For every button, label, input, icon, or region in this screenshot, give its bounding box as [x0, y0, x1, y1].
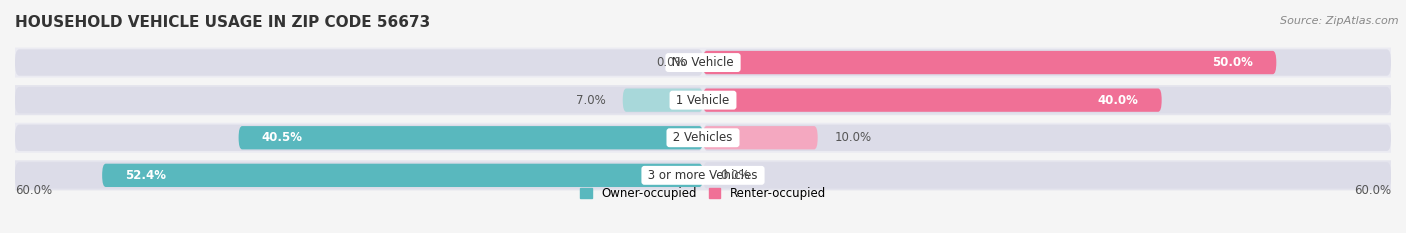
FancyBboxPatch shape — [15, 49, 703, 76]
Text: 0.0%: 0.0% — [657, 56, 686, 69]
Text: No Vehicle: No Vehicle — [668, 56, 738, 69]
FancyBboxPatch shape — [703, 125, 1391, 151]
Text: 60.0%: 60.0% — [15, 184, 52, 197]
Legend: Owner-occupied, Renter-occupied: Owner-occupied, Renter-occupied — [575, 182, 831, 205]
Text: 7.0%: 7.0% — [576, 94, 606, 107]
Text: 10.0%: 10.0% — [835, 131, 872, 144]
FancyBboxPatch shape — [15, 160, 1391, 190]
FancyBboxPatch shape — [703, 87, 1391, 113]
FancyBboxPatch shape — [15, 85, 1391, 115]
Text: 40.0%: 40.0% — [1098, 94, 1139, 107]
FancyBboxPatch shape — [15, 125, 703, 151]
FancyBboxPatch shape — [703, 162, 1391, 188]
FancyBboxPatch shape — [703, 49, 1391, 76]
Text: 52.4%: 52.4% — [125, 169, 166, 182]
Text: 0.0%: 0.0% — [720, 169, 749, 182]
FancyBboxPatch shape — [15, 162, 703, 188]
Text: 1 Vehicle: 1 Vehicle — [672, 94, 734, 107]
Text: 3 or more Vehicles: 3 or more Vehicles — [644, 169, 762, 182]
FancyBboxPatch shape — [703, 126, 818, 149]
FancyBboxPatch shape — [703, 89, 1161, 112]
Text: HOUSEHOLD VEHICLE USAGE IN ZIP CODE 56673: HOUSEHOLD VEHICLE USAGE IN ZIP CODE 5667… — [15, 15, 430, 30]
FancyBboxPatch shape — [623, 89, 703, 112]
FancyBboxPatch shape — [15, 48, 1391, 78]
FancyBboxPatch shape — [703, 51, 1277, 74]
Text: 2 Vehicles: 2 Vehicles — [669, 131, 737, 144]
FancyBboxPatch shape — [15, 87, 703, 113]
FancyBboxPatch shape — [103, 164, 703, 187]
Text: Source: ZipAtlas.com: Source: ZipAtlas.com — [1281, 16, 1399, 26]
FancyBboxPatch shape — [15, 123, 1391, 153]
Text: 40.5%: 40.5% — [262, 131, 302, 144]
Text: 50.0%: 50.0% — [1212, 56, 1253, 69]
Text: 60.0%: 60.0% — [1354, 184, 1391, 197]
FancyBboxPatch shape — [239, 126, 703, 149]
